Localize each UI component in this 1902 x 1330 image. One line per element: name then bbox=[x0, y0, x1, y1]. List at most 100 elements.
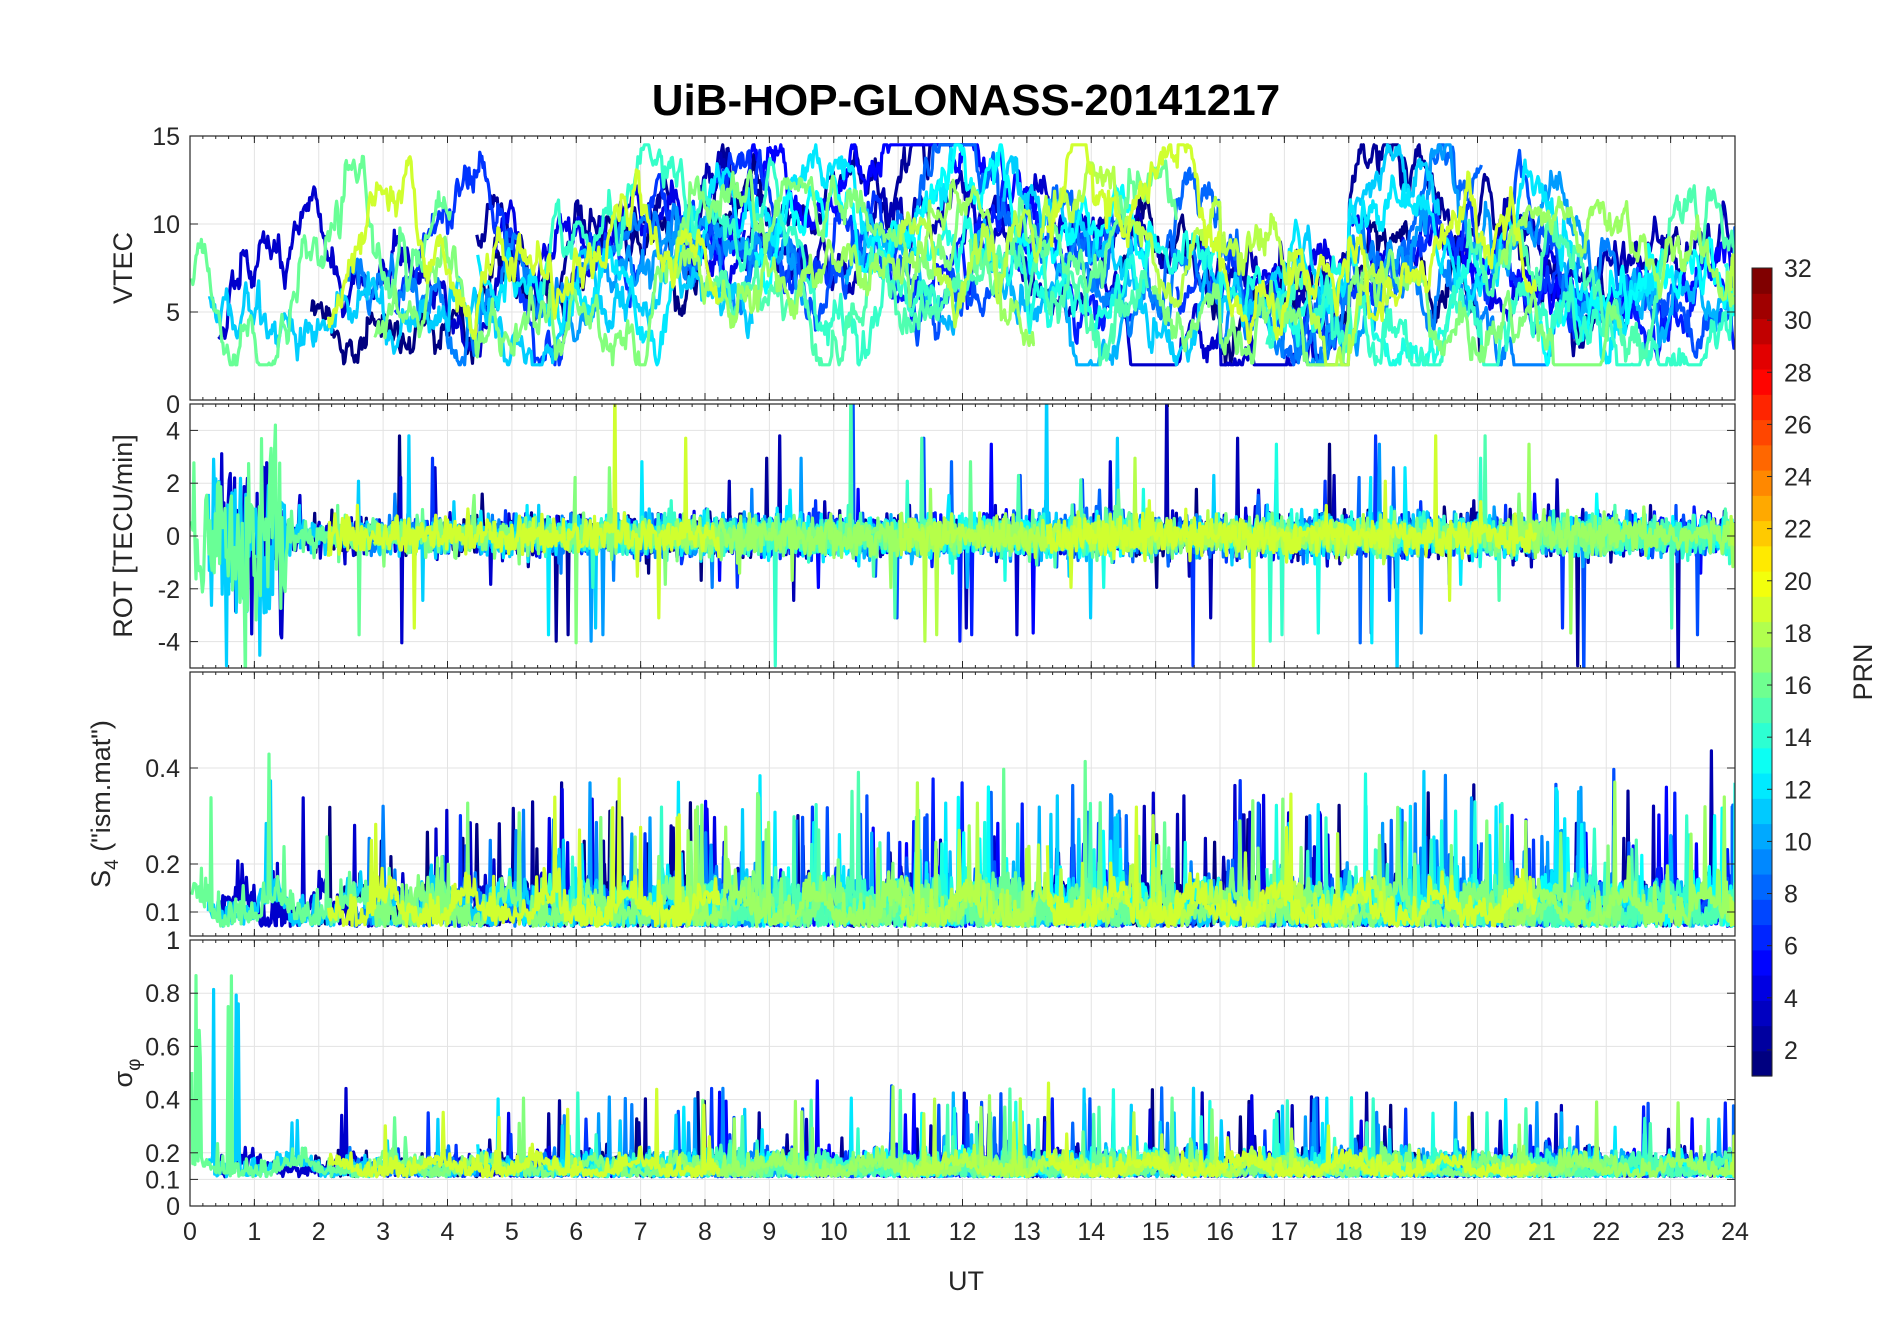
colorbar-band bbox=[1752, 596, 1772, 623]
y-tick-label: 0.2 bbox=[145, 1140, 180, 1168]
colorbar-tick-label: 10 bbox=[1784, 828, 1812, 856]
colorbar-band bbox=[1752, 1000, 1772, 1027]
x-tick-label: 0 bbox=[183, 1218, 197, 1246]
colorbar-band bbox=[1752, 874, 1772, 900]
chart-title: UiB-HOP-GLONASS-20141217 bbox=[652, 76, 1280, 125]
x-tick-label: 2 bbox=[312, 1218, 326, 1246]
colorbar-label: PRN bbox=[1848, 643, 1878, 700]
series-line-prn-24 bbox=[326, 777, 721, 929]
colorbar-band bbox=[1752, 444, 1772, 471]
colorbar-band bbox=[1752, 318, 1772, 345]
y-tick-label: 0 bbox=[166, 391, 180, 419]
colorbar-tick-label: 4 bbox=[1784, 985, 1798, 1013]
colorbar-band bbox=[1752, 369, 1772, 395]
x-tick-label: 20 bbox=[1464, 1218, 1492, 1246]
colorbar-band bbox=[1752, 470, 1772, 496]
colorbar-band bbox=[1752, 571, 1772, 597]
series-line-prn-16 bbox=[753, 143, 1161, 295]
series-line-prn-23 bbox=[1729, 1134, 1735, 1178]
x-tick-label: 23 bbox=[1657, 1218, 1685, 1246]
colorbar-band bbox=[1752, 672, 1772, 698]
colorbar-tick-label: 2 bbox=[1784, 1037, 1798, 1065]
colorbar-tick-label: 8 bbox=[1784, 881, 1798, 909]
y-tick-label: 0.2 bbox=[145, 851, 180, 879]
colorbar-band bbox=[1752, 621, 1772, 648]
colorbar-tick-label: 16 bbox=[1784, 672, 1812, 700]
series-line-prn-22 bbox=[1499, 442, 1735, 635]
colorbar-tick-label: 22 bbox=[1784, 516, 1812, 544]
x-tick-label: 12 bbox=[949, 1218, 977, 1246]
series-line-prn-24 bbox=[1045, 1081, 1537, 1179]
colorbar-tick-label: 20 bbox=[1784, 568, 1812, 596]
x-tick-label: 9 bbox=[762, 1218, 776, 1246]
y-tick-label: 0.4 bbox=[145, 755, 180, 783]
x-tick-label: 16 bbox=[1206, 1218, 1234, 1246]
y-tick-label: 0 bbox=[166, 1193, 180, 1221]
y-tick-label: 0.8 bbox=[145, 980, 180, 1008]
series-line-prn-21 bbox=[1150, 797, 1623, 929]
x-tick-label: 6 bbox=[569, 1218, 583, 1246]
series-line-prn-18 bbox=[541, 143, 941, 367]
colorbar-band bbox=[1752, 419, 1772, 446]
colorbar-band bbox=[1752, 975, 1772, 1001]
colorbar-tick-label: 6 bbox=[1784, 933, 1798, 961]
x-tick-label: 19 bbox=[1399, 1218, 1427, 1246]
colorbar-tick-label: 26 bbox=[1784, 411, 1812, 439]
series-line-prn-24 bbox=[326, 155, 721, 340]
colorbar-band bbox=[1752, 1025, 1772, 1052]
series-line-prn-22 bbox=[674, 178, 1036, 347]
colorbar-band bbox=[1752, 798, 1772, 825]
x-tick-label: 10 bbox=[820, 1218, 848, 1246]
colorbar-tick-label: 28 bbox=[1784, 359, 1812, 387]
y-tick-label: 0.1 bbox=[145, 1166, 180, 1194]
y-axis-label: ROT [TECU/min] bbox=[108, 434, 138, 638]
colorbar-tick-label: 18 bbox=[1784, 620, 1812, 648]
x-tick-label: 17 bbox=[1270, 1218, 1298, 1246]
y-tick-label: 4 bbox=[166, 417, 180, 445]
x-tick-label: 7 bbox=[634, 1218, 648, 1246]
colorbar-tick-label: 24 bbox=[1784, 464, 1812, 492]
series-line-prn-20 bbox=[190, 154, 452, 367]
x-axis-label: UT bbox=[948, 1266, 984, 1296]
series-line-prn-24 bbox=[1045, 143, 1537, 345]
x-tick-label: 11 bbox=[885, 1218, 911, 1246]
y-tick-label: 1 bbox=[166, 927, 180, 955]
series-group bbox=[190, 973, 1735, 1179]
series-line-prn-22 bbox=[1499, 1100, 1735, 1179]
x-tick-label: 3 bbox=[376, 1218, 390, 1246]
y-tick-label: 5 bbox=[166, 299, 180, 327]
x-tick-label: 18 bbox=[1335, 1218, 1363, 1246]
x-tick-label: 14 bbox=[1077, 1218, 1105, 1246]
colorbar-tick-label: 32 bbox=[1784, 255, 1812, 283]
y-axis-label: S4 ("ism.mat") bbox=[86, 720, 123, 888]
series-line-prn-23 bbox=[1729, 514, 1735, 547]
y-tick-label: 0.6 bbox=[145, 1033, 180, 1061]
colorbar-band bbox=[1752, 747, 1772, 774]
series-line-prn-12 bbox=[1291, 143, 1589, 367]
colorbar-band bbox=[1752, 848, 1772, 875]
series-line-prn-22 bbox=[674, 808, 1037, 929]
y-tick-label: 2 bbox=[166, 470, 180, 498]
colorbar-band bbox=[1752, 722, 1772, 749]
colorbar-band bbox=[1752, 394, 1772, 421]
series-line-prn-23 bbox=[1729, 253, 1735, 295]
colorbar-band bbox=[1752, 293, 1772, 320]
x-tick-label: 5 bbox=[505, 1218, 519, 1246]
colorbar-band bbox=[1752, 268, 1772, 294]
series-group bbox=[190, 749, 1735, 929]
colorbar-band bbox=[1752, 1050, 1772, 1077]
x-tick-label: 13 bbox=[1013, 1218, 1041, 1246]
series-line-prn-22 bbox=[1499, 780, 1735, 928]
panel-vtec: 5 10 15 VTEC bbox=[108, 123, 1736, 401]
x-tick-label: 1 bbox=[247, 1218, 261, 1246]
series-line-prn-23 bbox=[1729, 896, 1735, 928]
colorbar-tick-label: 30 bbox=[1784, 307, 1812, 335]
series-line-prn-24 bbox=[327, 1087, 721, 1179]
series-line-prn-21 bbox=[1150, 248, 1623, 367]
y-axis-label: σφ bbox=[108, 1059, 145, 1088]
colorbar-band bbox=[1752, 520, 1772, 547]
